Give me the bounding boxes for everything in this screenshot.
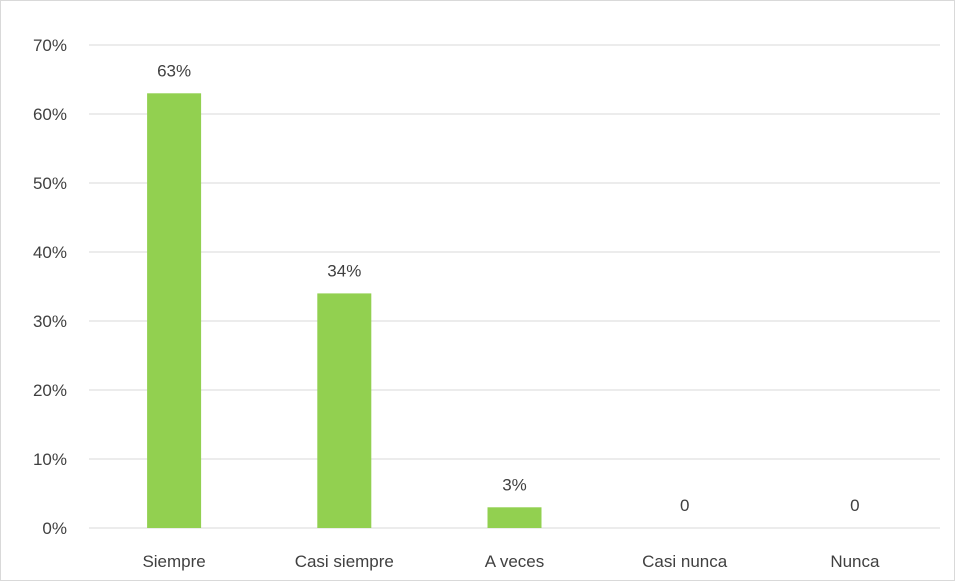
- gridlines: [89, 44, 940, 529]
- y-tick-label: 10%: [33, 450, 67, 469]
- y-tick-label: 40%: [33, 243, 67, 262]
- data-label: 0: [850, 496, 859, 515]
- data-label: 3%: [502, 475, 527, 494]
- bar: [147, 93, 202, 529]
- bar: [487, 507, 542, 528]
- y-tick-label: 20%: [33, 381, 67, 400]
- data-label: 34%: [327, 261, 361, 280]
- data-labels: 63% 34% 3% 0 0: [157, 61, 860, 515]
- category-label: Casi nunca: [642, 552, 728, 571]
- y-tick-label: 30%: [33, 312, 67, 331]
- category-label: Nunca: [830, 552, 880, 571]
- category-label: Siempre: [142, 552, 205, 571]
- category-label: A veces: [485, 552, 545, 571]
- data-label: 0: [680, 496, 689, 515]
- y-tick-label: 0%: [42, 519, 67, 538]
- data-label: 63%: [157, 61, 191, 80]
- bar: [317, 293, 372, 528]
- bars: [147, 93, 542, 529]
- y-tick-label: 50%: [33, 174, 67, 193]
- category-label: Casi siempre: [295, 552, 394, 571]
- y-axis-tick-labels: 0% 10% 20% 30% 40% 50% 60% 70%: [33, 36, 67, 538]
- x-axis-category-labels: Siempre Casi siempre A veces Casi nunca Nunc…: [142, 552, 880, 571]
- y-tick-label: 70%: [33, 36, 67, 55]
- y-tick-label: 60%: [33, 105, 67, 124]
